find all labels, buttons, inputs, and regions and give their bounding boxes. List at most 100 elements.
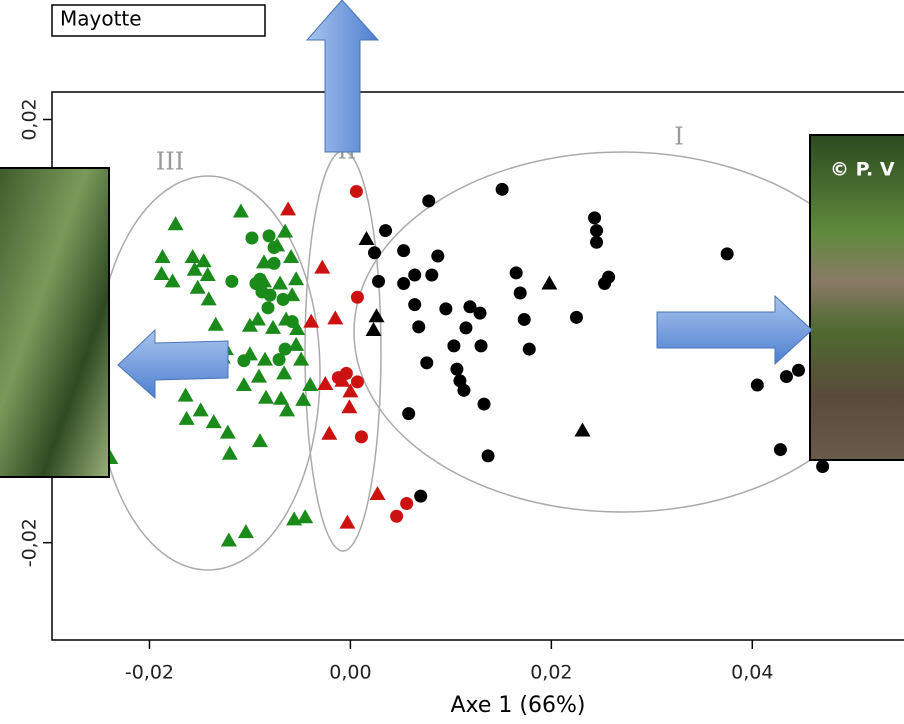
point <box>569 310 583 324</box>
point <box>221 445 238 460</box>
x-tick-label: 0,02 <box>530 662 572 684</box>
point <box>167 216 184 231</box>
point <box>590 224 604 238</box>
point <box>397 244 411 258</box>
point <box>283 249 300 264</box>
point <box>390 509 404 523</box>
point <box>779 370 793 384</box>
point <box>450 362 464 376</box>
point <box>265 319 282 334</box>
point <box>317 375 334 390</box>
point <box>474 339 488 353</box>
point <box>178 410 195 425</box>
point <box>408 298 422 312</box>
point <box>422 194 436 208</box>
point <box>425 268 439 282</box>
point <box>263 288 277 302</box>
point <box>439 302 453 316</box>
point <box>372 274 386 288</box>
point <box>341 399 358 414</box>
point <box>219 424 236 439</box>
point <box>350 375 364 389</box>
point <box>288 271 305 286</box>
point <box>509 266 523 280</box>
arrow <box>656 294 813 366</box>
x-tick-label: 0,04 <box>731 662 773 684</box>
point <box>590 235 604 249</box>
point <box>541 275 558 290</box>
point <box>251 433 268 448</box>
point <box>750 378 764 392</box>
point <box>495 182 509 196</box>
point <box>261 301 275 315</box>
point <box>288 336 305 351</box>
point <box>272 275 289 290</box>
point <box>334 372 351 387</box>
x-axis-label: Axe 1 (66%) <box>451 693 586 718</box>
point <box>431 249 445 263</box>
point <box>379 224 393 238</box>
point <box>365 322 382 337</box>
point <box>295 391 312 406</box>
point <box>258 389 275 404</box>
point <box>269 237 286 252</box>
point <box>189 279 206 294</box>
point <box>164 273 181 288</box>
point <box>186 261 203 276</box>
point <box>339 514 356 529</box>
point <box>286 511 303 526</box>
point <box>255 273 272 288</box>
point <box>314 259 331 274</box>
group-label: III <box>156 148 184 176</box>
point <box>720 247 734 261</box>
point <box>235 377 252 392</box>
point <box>327 310 344 325</box>
arrow <box>117 328 229 400</box>
point <box>279 402 296 417</box>
chart-title: Mayotte <box>60 7 142 31</box>
point <box>397 276 411 290</box>
point <box>522 342 536 356</box>
point <box>463 300 477 314</box>
point <box>354 430 368 444</box>
point <box>400 497 414 511</box>
point <box>272 353 286 367</box>
point <box>477 397 491 411</box>
point <box>184 249 201 264</box>
point <box>249 311 266 326</box>
point <box>154 249 171 264</box>
point <box>598 276 612 290</box>
point <box>237 524 254 539</box>
point <box>245 231 259 245</box>
point <box>473 306 487 320</box>
point <box>574 422 591 437</box>
x-tick-label: -0,02 <box>125 662 174 684</box>
point <box>225 274 239 288</box>
point <box>205 414 222 429</box>
point <box>278 311 295 326</box>
point <box>278 342 292 356</box>
point <box>447 339 461 353</box>
point <box>207 316 224 331</box>
point <box>250 368 267 383</box>
photo-credit: © P. V <box>830 159 895 181</box>
point <box>241 317 258 332</box>
point <box>297 509 314 524</box>
point <box>232 203 249 218</box>
point <box>255 254 272 269</box>
point <box>368 308 385 323</box>
point <box>517 312 531 326</box>
point <box>153 265 170 280</box>
point <box>277 223 294 238</box>
point <box>200 291 217 306</box>
point <box>350 290 364 304</box>
point <box>481 449 495 463</box>
point <box>284 287 301 302</box>
point <box>293 351 310 366</box>
point <box>262 229 276 243</box>
y-tick-label: 0,02 <box>19 98 41 140</box>
point <box>369 486 386 501</box>
point <box>257 351 273 366</box>
point <box>303 313 320 328</box>
